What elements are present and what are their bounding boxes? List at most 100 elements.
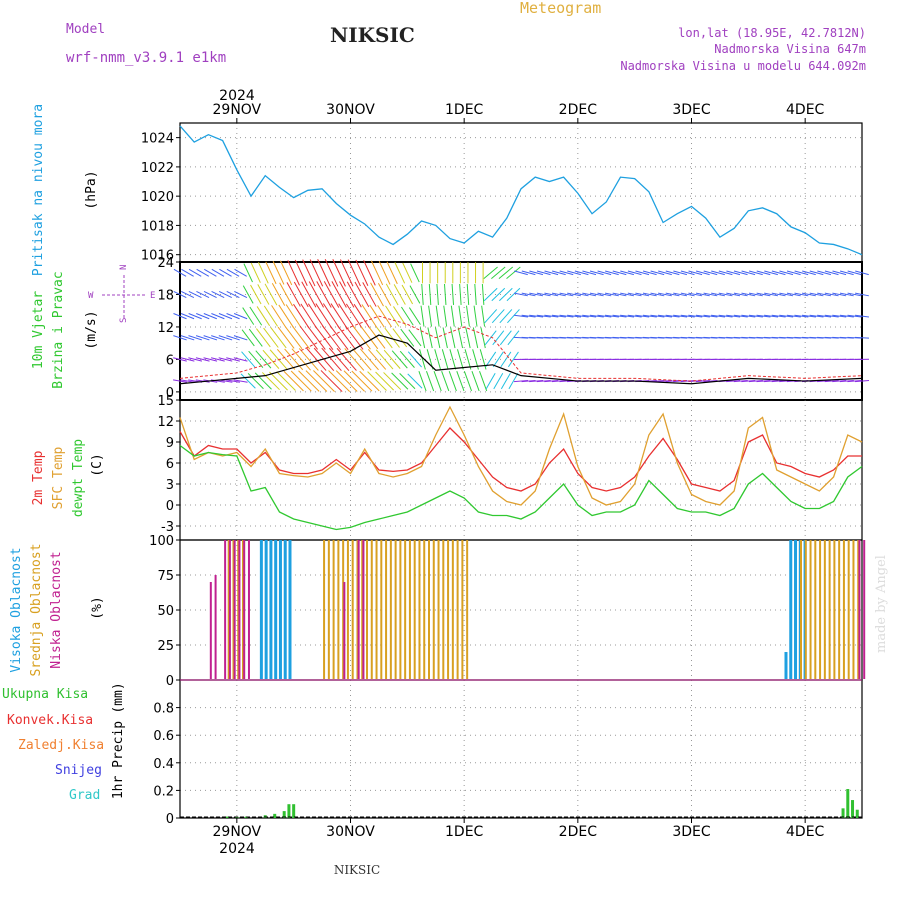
wind-arrow	[211, 313, 225, 320]
wind-arrow	[328, 370, 351, 392]
cloud-bar	[233, 540, 236, 679]
wind-arrow	[764, 292, 779, 297]
ytick-cloud-4: 100	[149, 534, 174, 549]
cloud-bar	[423, 540, 426, 679]
wind-arrow	[786, 314, 801, 318]
wind-arrow	[254, 372, 272, 390]
cloud-bar	[442, 540, 445, 679]
wind-arrow	[733, 379, 748, 383]
wind-arrow	[794, 270, 809, 276]
wind-arrow	[627, 314, 642, 318]
wind-arrow	[290, 370, 312, 392]
wind-arrow	[393, 284, 406, 305]
wind-arrow	[226, 268, 240, 277]
precip-legend-0: Ukupna Kisa	[2, 687, 88, 702]
cloud-bar	[343, 582, 346, 679]
wind-arrow	[248, 350, 264, 368]
wind-arrow	[733, 314, 748, 318]
wind-arrow	[650, 314, 665, 318]
panels: 1016101810201022102406121824-30369121502…	[141, 122, 870, 827]
wind-arrow	[492, 351, 504, 368]
cloud-bar	[432, 540, 435, 679]
wind-arrow	[180, 313, 195, 320]
wind-arrow	[272, 261, 285, 285]
wind-arrow	[173, 335, 187, 341]
wind-arrow	[809, 292, 824, 297]
wind-arrow	[483, 266, 498, 279]
wind-arrow	[258, 262, 269, 284]
wind-arrow	[741, 292, 756, 297]
wind-arrow	[353, 303, 371, 329]
cloud-bar	[228, 540, 231, 679]
wind-arrow	[233, 379, 248, 383]
wind-arrow	[203, 268, 217, 277]
wind-arrow	[500, 373, 511, 390]
wind-arrow	[211, 290, 225, 298]
wind-arrow	[612, 270, 627, 276]
wind-arrow	[196, 313, 210, 320]
wind-arrow	[493, 373, 504, 390]
cloud-bar	[247, 540, 250, 679]
wind-arrow	[262, 349, 280, 369]
wind-arrow	[394, 262, 406, 284]
wind-arrow	[749, 270, 763, 276]
precip-bar	[841, 808, 845, 818]
wind-arrow	[277, 326, 295, 349]
wind-arrow	[386, 261, 398, 285]
wind-arrow	[359, 348, 379, 371]
wind-arrow	[473, 305, 478, 327]
wind-arrow	[256, 328, 271, 348]
wind-arrow	[695, 270, 710, 276]
wind-arrow	[817, 314, 832, 318]
wind-arrow	[360, 326, 379, 350]
wind-arrow	[399, 350, 415, 368]
bottom-year-label: 2024	[219, 841, 255, 857]
wind-arrow	[688, 292, 703, 297]
wind-arrow	[345, 303, 363, 329]
wind-arrow	[536, 379, 551, 383]
wind-arrow	[363, 260, 376, 286]
wind-arrow	[817, 292, 832, 297]
pressure-unit: (hPa)	[84, 170, 99, 209]
cloud-mid-ylabel: Srednja Oblacnost	[29, 543, 44, 676]
wind-arrow	[635, 292, 650, 297]
wind-arrow	[491, 287, 506, 302]
bottom-date-label-2: 1DEC	[445, 824, 484, 840]
dewpt-ylabel: dewpt Temp	[71, 439, 86, 517]
wind-arrow	[748, 292, 763, 297]
cloud-bar	[214, 575, 217, 679]
wind-arrow	[294, 259, 308, 286]
top-date-label-3: 2DEC	[559, 102, 598, 118]
cloud-bar	[327, 540, 330, 679]
wind-arrow	[241, 329, 255, 347]
cloud-bar	[456, 540, 459, 679]
bottom-time-labels: 29NOV 30NOV 1DEC 2DEC 3DEC 4DEC	[213, 818, 825, 840]
wind-arrow	[506, 266, 521, 279]
ytick-pressure-4: 1024	[141, 132, 174, 147]
wind-legend-w: W	[88, 291, 94, 301]
wind-arrow	[196, 290, 210, 298]
cloud-bar	[238, 540, 241, 679]
wind-arrow	[597, 292, 612, 297]
wind-arrow	[362, 282, 377, 307]
wind-arrow	[514, 292, 528, 297]
wind-arrow	[306, 347, 327, 371]
wind-arrow	[320, 370, 343, 393]
wind-arrow	[748, 314, 763, 318]
wind-arrow	[337, 325, 357, 350]
cloud-bar	[399, 540, 402, 679]
wind-arrow	[409, 285, 421, 304]
cloud-bar	[804, 540, 807, 679]
wind-arrow	[195, 335, 210, 341]
wind-arrow	[354, 281, 370, 308]
wind-arrow	[605, 270, 619, 276]
wind-arrow	[188, 268, 202, 277]
wind-arrow	[407, 373, 423, 389]
wind-arrow	[680, 270, 695, 276]
ytick-pressure-2: 1020	[141, 190, 174, 205]
wind-arrow	[218, 290, 232, 298]
wind-arrow	[248, 328, 263, 347]
cloud-bar	[789, 540, 793, 679]
cloud-bar	[857, 540, 860, 679]
wind-arrow	[513, 314, 529, 318]
